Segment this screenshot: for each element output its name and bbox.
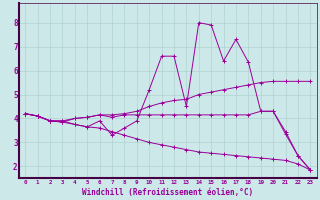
X-axis label: Windchill (Refroidissement éolien,°C): Windchill (Refroidissement éolien,°C) (82, 188, 253, 197)
